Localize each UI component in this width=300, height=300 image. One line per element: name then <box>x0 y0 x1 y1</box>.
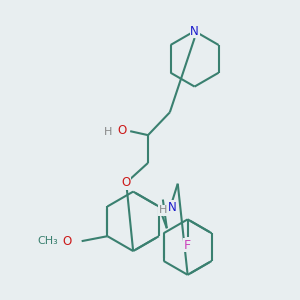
Text: H: H <box>104 127 112 137</box>
Text: F: F <box>184 238 191 252</box>
Text: H: H <box>159 206 167 215</box>
Text: O: O <box>122 176 131 189</box>
Text: CH₃: CH₃ <box>38 236 58 246</box>
Text: N: N <box>167 201 176 214</box>
Text: N: N <box>190 25 199 38</box>
Text: O: O <box>62 235 71 248</box>
Text: O: O <box>118 124 127 137</box>
